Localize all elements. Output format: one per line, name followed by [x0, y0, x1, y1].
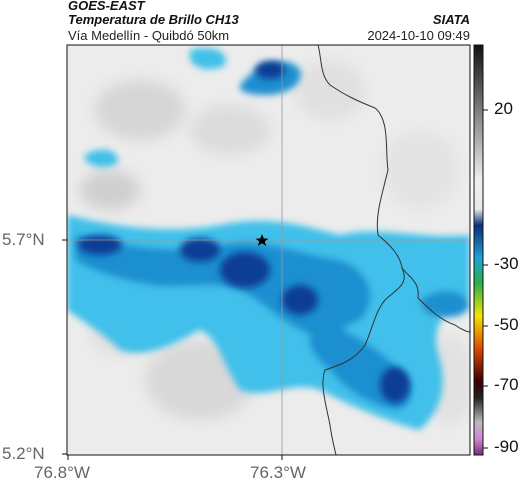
timestamp: 2024-10-10 09:49 [367, 28, 470, 43]
imagery-layer [67, 45, 470, 455]
colorbar-label: 20 [494, 99, 513, 118]
satellite-name: GOES-EAST [68, 0, 145, 13]
colorbar-label: -30 [494, 254, 519, 273]
colorbar [473, 44, 484, 456]
colorbar-label: -50 [494, 315, 519, 334]
axis-ticks [62, 239, 283, 460]
lat-tick-label: 5.2°N [2, 444, 45, 463]
lon-tick-label: 76.3°W [250, 463, 306, 482]
map-subtitle: Vía Medellín - Quibdó 50km [68, 28, 230, 43]
department-borders [317, 44, 471, 456]
colorbar-ticks [483, 109, 488, 449]
organization-label: SIATA [432, 12, 470, 27]
map-frame [66, 44, 471, 456]
lon-tick-label: 76.8°W [34, 463, 90, 482]
product-title: Temperatura de Brillo CH13 [68, 12, 239, 27]
colorbar-label: -90 [494, 437, 519, 456]
colorbar-label: -70 [494, 375, 519, 394]
star-icon [255, 234, 269, 246]
lat-tick-label: 5.7°N [2, 230, 45, 249]
